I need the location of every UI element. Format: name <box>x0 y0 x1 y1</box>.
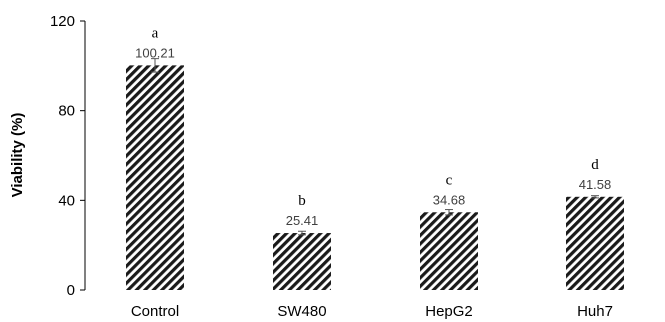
category-labels: Control SW480 HepG2 Huh7 <box>131 303 613 320</box>
significance-letter: a <box>152 25 159 41</box>
error-bar <box>445 209 453 216</box>
significance-letter: d <box>591 157 599 173</box>
bar <box>126 65 184 291</box>
bar <box>420 212 478 290</box>
category-label: Huh7 <box>577 303 613 320</box>
category-label: Control <box>131 303 179 320</box>
error-bar <box>298 230 306 236</box>
y-axis: 0 40 80 120 <box>50 13 86 299</box>
data-label: 41.58 <box>579 177 612 192</box>
y-axis-title: Viability (%) <box>9 113 26 198</box>
bar <box>273 233 331 290</box>
error-bar <box>151 58 159 73</box>
y-tick-label: 0 <box>67 282 75 299</box>
y-tick-label: 120 <box>50 13 75 30</box>
data-label: 25.41 <box>286 213 319 228</box>
bar <box>566 196 624 290</box>
error-bar <box>591 195 599 199</box>
category-label: SW480 <box>277 303 326 320</box>
significance-letter: c <box>446 172 453 188</box>
y-tick-label: 80 <box>58 103 75 120</box>
significance-letter: b <box>298 193 306 209</box>
bars: 100.21 a 25.41 b 34.68 c 41.58 d <box>126 25 624 291</box>
category-label: HepG2 <box>425 303 473 320</box>
y-tick-label: 40 <box>58 192 75 209</box>
data-label: 34.68 <box>433 192 466 207</box>
data-label: 100.21 <box>135 45 175 60</box>
